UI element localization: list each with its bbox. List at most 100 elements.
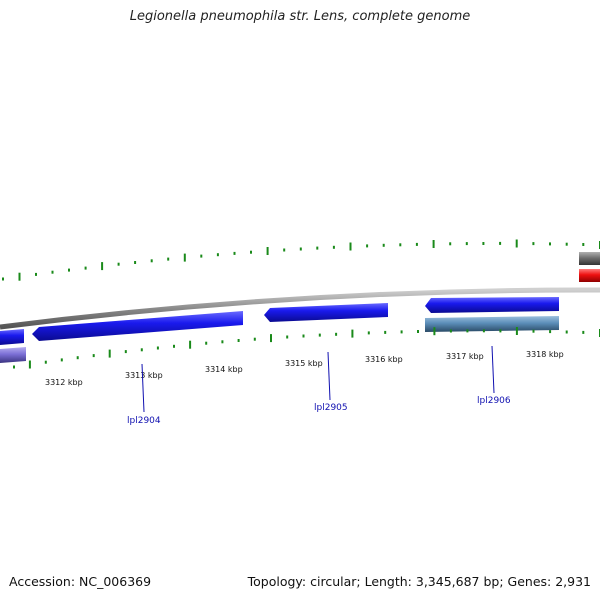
outer-tick-2: [35, 272, 37, 276]
outer-tick-22: [366, 244, 369, 248]
gene-feature-lpl2906: [425, 297, 559, 313]
outer-tick-29: [482, 242, 485, 245]
inner-tick-9: [156, 346, 159, 350]
outer-tick-8: [134, 261, 137, 264]
inner-tick-20: [335, 332, 338, 336]
gene-feature-red: [579, 269, 600, 282]
inner-tick-13: [221, 340, 224, 344]
outer-tick-26: [432, 240, 435, 248]
inner-tick-4: [76, 356, 79, 360]
inner-tick-34: [565, 330, 568, 334]
outer-tick-31: [515, 239, 518, 248]
tick-label-3314: 3314 kbp: [205, 365, 243, 374]
inner-tick-24: [400, 330, 403, 334]
outer-tick-32: [532, 242, 535, 246]
inner-tick-26: [433, 327, 436, 336]
outer-tick-18: [299, 247, 302, 251]
outer-tick-23: [382, 243, 385, 247]
outer-tick-34: [565, 242, 568, 246]
outer-tick-25: [415, 242, 418, 246]
inner-tick-29: [482, 329, 485, 333]
scale-labels: 3312 kbp 3313 kbp 3314 kbp 3315 kbp 3316…: [45, 350, 564, 387]
gene-feature-left-partial: [0, 329, 24, 345]
inner-tick-14: [237, 339, 240, 342]
outer-tick-12: [200, 254, 203, 258]
inner-tick-32: [532, 329, 535, 333]
outer-tick-30: [499, 241, 502, 245]
outer-tick-4: [68, 268, 70, 272]
gene-callout-line-lpl2906: [491, 345, 495, 394]
gene-feature-steel: [425, 316, 559, 332]
outer-tick-track: [2, 239, 600, 281]
outer-tick-0: [2, 277, 4, 281]
outer-tick-28: [465, 242, 468, 246]
outer-tick-15: [250, 250, 252, 254]
inner-tick-16: [270, 334, 272, 343]
gene-label-lpl2906[interactable]: lpl2906: [477, 396, 511, 406]
inner-tick-10: [173, 344, 175, 348]
inner-tick-15: [253, 337, 256, 341]
inner-tick-track: [13, 327, 600, 369]
inner-tick-25: [417, 330, 419, 333]
inner-tick-31: [515, 327, 518, 335]
inner-tick-2: [44, 360, 47, 364]
inner-tick-11: [189, 340, 192, 349]
inner-tick-33: [549, 330, 552, 334]
tick-label-3318: 3318 kbp: [526, 350, 564, 359]
tick-label-3317: 3317 kbp: [446, 352, 484, 361]
accession-label: Accession: NC_006369: [9, 574, 152, 589]
inner-tick-0: [13, 365, 15, 369]
genome-summary: Topology: circular; Length: 3,345,687 bp…: [247, 574, 591, 589]
inner-tick-21: [351, 329, 354, 338]
outer-tick-5: [84, 266, 87, 270]
inner-tick-12: [205, 341, 208, 345]
inner-tick-35: [582, 330, 585, 334]
outer-tick-35: [582, 243, 585, 246]
inner-tick-3: [60, 358, 63, 362]
inner-tick-6: [108, 349, 111, 358]
inner-tick-1: [28, 360, 31, 369]
tick-label-3313: 3313 kbp: [125, 371, 163, 380]
outer-tick-16: [266, 247, 269, 255]
inner-tick-27: [449, 329, 452, 333]
gene-label-lpl2905[interactable]: lpl2905: [314, 403, 348, 413]
gene-feature-lpl2904: [32, 311, 243, 341]
gene-feature-purple: [0, 347, 26, 363]
outer-tick-10: [167, 257, 170, 261]
map-title: Legionella pneumophila str. Lens, comple…: [129, 9, 471, 24]
outer-tick-7: [117, 262, 120, 266]
outer-tick-27: [449, 242, 452, 246]
outer-tick-3: [51, 270, 54, 274]
tick-label-3312: 3312 kbp: [45, 378, 83, 387]
outer-tick-17: [283, 248, 286, 252]
gene-feature-gray: [579, 252, 600, 265]
inner-tick-22: [367, 331, 370, 335]
inner-tick-17: [286, 335, 289, 339]
tick-label-3316: 3316 kbp: [365, 355, 403, 364]
outer-tick-9: [150, 259, 153, 263]
outer-tick-11: [183, 253, 186, 262]
inner-tick-18: [302, 334, 305, 338]
inner-tick-28: [466, 329, 469, 333]
inner-tick-7: [124, 350, 127, 354]
outer-tick-20: [332, 245, 335, 249]
genome-backbone: [0, 287, 600, 330]
outer-tick-13: [216, 253, 219, 257]
outer-tick-6: [101, 262, 104, 271]
inner-tick-23: [384, 330, 387, 334]
inner-tick-5: [92, 354, 95, 358]
outer-tick-14: [233, 251, 236, 255]
gene-callout-line-lpl2905: [327, 351, 331, 401]
outer-tick-24: [399, 243, 402, 247]
gene-callout-line-lpl2904: [141, 363, 145, 413]
outer-tick-33: [549, 242, 551, 246]
inner-tick-8: [140, 348, 143, 352]
inner-tick-19: [318, 333, 321, 337]
gene-label-lpl2904[interactable]: lpl2904: [127, 416, 161, 426]
outer-tick-19: [316, 246, 319, 250]
inner-tick-30: [499, 329, 502, 333]
gene-feature-lpl2905: [264, 303, 388, 322]
outer-tick-1: [18, 272, 21, 281]
outer-tick-21: [349, 242, 352, 251]
